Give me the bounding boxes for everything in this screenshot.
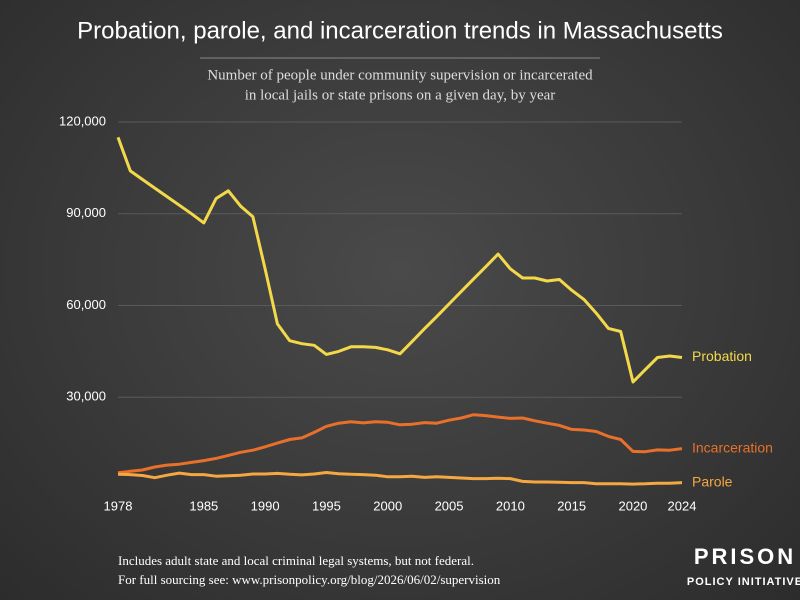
- x-tick-label: 2010: [496, 498, 525, 513]
- x-tick-label: 2020: [618, 498, 647, 513]
- series-label: Parole: [692, 473, 733, 489]
- series-line: [117, 413, 683, 475]
- x-tick-label: 1978: [104, 498, 133, 513]
- logo: POLICY INITIATIVE: [687, 576, 800, 588]
- x-tick-label: 2015: [557, 498, 586, 513]
- subtitle: Number of people under community supervi…: [207, 67, 593, 83]
- x-tick-label: 2000: [373, 498, 402, 513]
- x-tick-label: 1990: [251, 498, 280, 513]
- chart-title: Probation, parole, and incarceration tre…: [77, 17, 723, 44]
- footnote: Includes adult state and local criminal …: [118, 553, 474, 568]
- y-tick-label: 90,000: [66, 205, 106, 220]
- y-tick-label: 120,000: [59, 113, 106, 128]
- x-tick-label: 2005: [435, 498, 464, 513]
- series-label: Incarceration: [692, 439, 773, 455]
- series-line: [116, 136, 683, 384]
- logo: PRISON: [694, 544, 796, 569]
- x-tick-label: 1995: [312, 498, 341, 513]
- footnote: For full sourcing see: www.prisonpolicy.…: [118, 572, 501, 587]
- subtitle: in local jails or state prisons on a giv…: [245, 87, 556, 103]
- series-line: [117, 471, 683, 486]
- x-tick-label: 1985: [189, 498, 218, 513]
- y-tick-label: 30,000: [66, 389, 106, 404]
- y-tick-label: 60,000: [66, 297, 106, 312]
- series-label: Probation: [692, 348, 752, 364]
- x-tick-label: 2024: [668, 498, 697, 513]
